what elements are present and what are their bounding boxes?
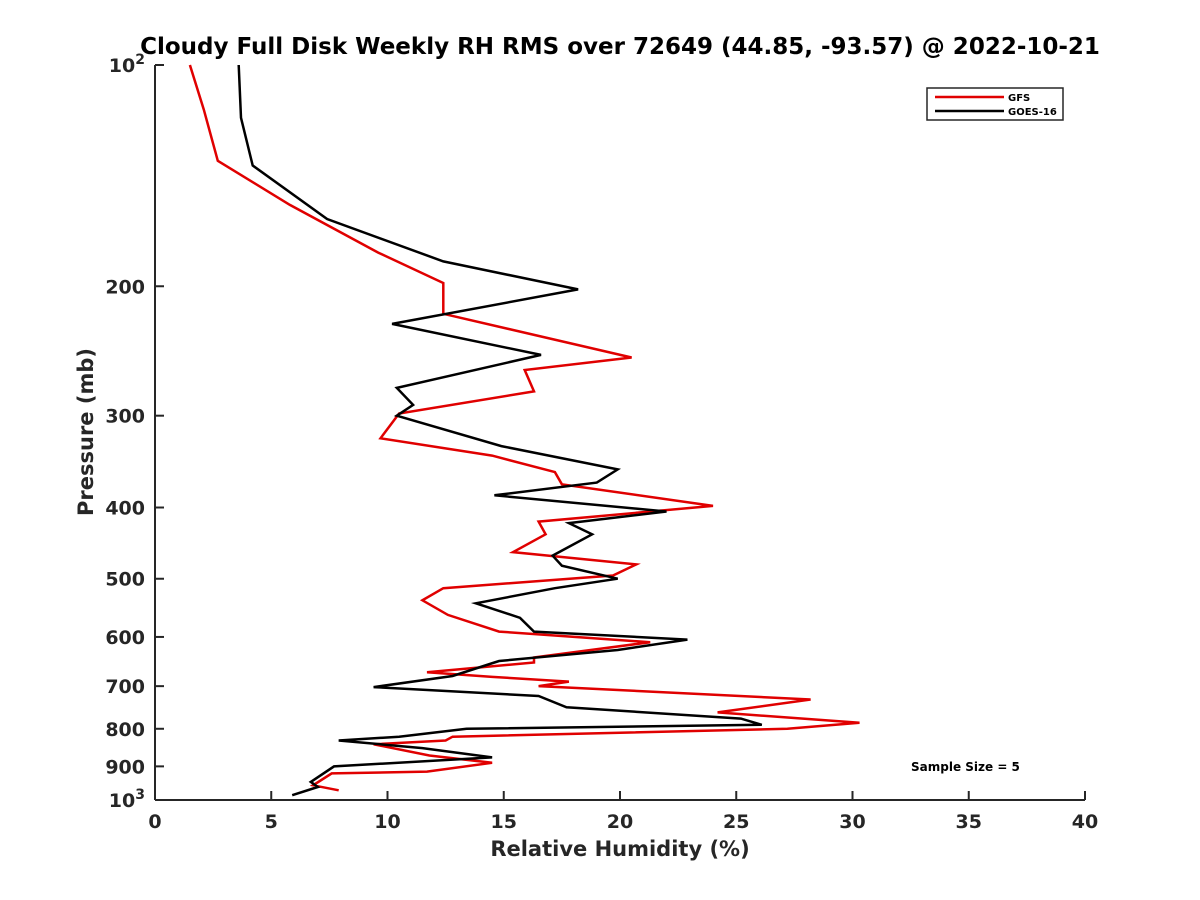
- y-tick-label: 400: [105, 498, 145, 520]
- legend-label-goes16: GOES-16: [1008, 107, 1057, 118]
- legend-label-gfs: GFS: [1008, 93, 1030, 104]
- y-axis-label: Pressure (mb): [74, 348, 98, 516]
- x-tick-label: 30: [839, 811, 865, 833]
- x-tick-label: 0: [148, 811, 161, 833]
- y-tick-label: 200: [105, 276, 145, 298]
- x-tick-label: 15: [491, 811, 517, 833]
- series-layer: [188, 64, 860, 797]
- y-tick-label: 103: [109, 787, 145, 812]
- x-tick-label: 35: [956, 811, 982, 833]
- chart-title: Cloudy Full Disk Weekly RH RMS over 7264…: [140, 34, 1100, 60]
- x-tick-label: 25: [723, 811, 749, 833]
- series-line-gfs: [188, 64, 860, 792]
- legend: GFS GOES-16: [926, 87, 1064, 121]
- sample-size-annotation: Sample Size = 5: [911, 760, 1020, 774]
- series-line-goes16: [237, 64, 763, 797]
- x-tick-label: 40: [1072, 811, 1098, 833]
- y-tick-label: 700: [105, 676, 145, 698]
- y-tick-label: 300: [105, 406, 145, 428]
- y-tick-label: 102: [109, 52, 145, 77]
- y-tick-label: 900: [105, 756, 145, 778]
- y-tick-label: 600: [105, 627, 145, 649]
- x-tick-label: 20: [607, 811, 633, 833]
- x-axis-label: Relative Humidity (%): [490, 837, 749, 861]
- legend-box: [926, 87, 1064, 121]
- y-tick-label: 800: [105, 719, 145, 741]
- y-tick-label: 500: [105, 569, 145, 591]
- x-tick-label: 5: [265, 811, 278, 833]
- x-axis-ticks: 0 5 10 15 20 25 30 35 40: [148, 791, 1098, 833]
- x-tick-label: 10: [374, 811, 400, 833]
- y-axis-ticks: 102 200 300 400 500 600 700 800 900 103: [105, 52, 164, 812]
